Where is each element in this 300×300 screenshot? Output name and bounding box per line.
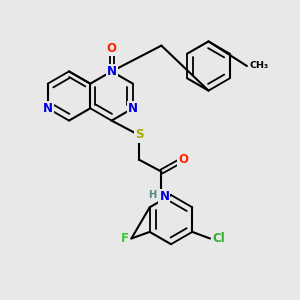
- Text: O: O: [178, 153, 188, 166]
- Text: F: F: [121, 232, 129, 245]
- Text: N: N: [159, 190, 170, 203]
- Text: O: O: [106, 41, 117, 55]
- Text: CH₃: CH₃: [249, 61, 268, 70]
- Text: N: N: [128, 102, 138, 115]
- Text: S: S: [135, 128, 143, 142]
- Text: N: N: [106, 65, 117, 78]
- Text: H: H: [148, 190, 157, 200]
- Text: Cl: Cl: [213, 232, 225, 245]
- Text: N: N: [43, 102, 53, 115]
